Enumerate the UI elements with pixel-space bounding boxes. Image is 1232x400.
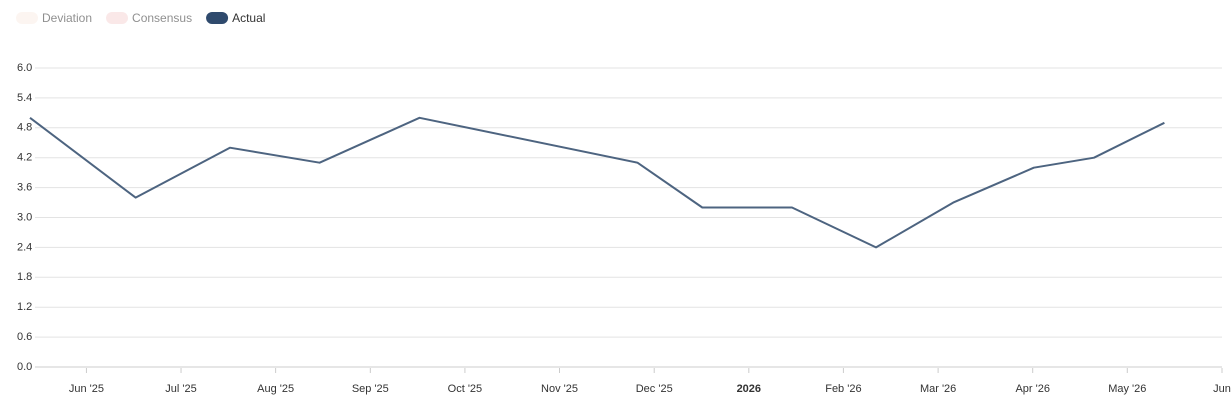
y-tick-label: 5.4 <box>17 92 32 104</box>
x-tick-label: Dec '25 <box>636 383 673 395</box>
y-tick-label: 1.2 <box>17 301 32 313</box>
series-line <box>29 116 1165 249</box>
legend-label: Actual <box>232 11 265 25</box>
legend-swatch <box>206 12 229 24</box>
y-tick-label: 2.4 <box>17 241 32 253</box>
y-tick-label: 0.0 <box>17 361 32 373</box>
y-tick-label: 3.0 <box>17 211 32 223</box>
legend-swatch <box>106 12 129 24</box>
legend: Deviation Consensus Actual <box>16 11 265 25</box>
x-tick-label: Sep '25 <box>352 383 389 395</box>
legend-swatch <box>16 12 38 24</box>
y-tick-label: 6.0 <box>17 62 32 74</box>
y-tick-label: 0.6 <box>17 331 32 343</box>
legend-label: Consensus <box>132 11 192 25</box>
y-tick-label: 4.2 <box>17 152 32 164</box>
y-tick-label: 1.8 <box>17 271 32 283</box>
x-tick-label: Apr '26 <box>1015 383 1050 395</box>
legend-item: Consensus <box>106 11 192 25</box>
y-tick-label: 3.6 <box>17 182 32 194</box>
x-tick-label: Jun '25 <box>69 383 104 395</box>
x-tick-label: Oct '25 <box>448 383 483 395</box>
x-tick-label: Feb '26 <box>825 383 861 395</box>
x-tick-label: Jun <box>1213 383 1231 395</box>
y-tick-label: 4.8 <box>17 122 32 134</box>
legend-item: Actual <box>206 11 265 25</box>
x-tick-label: 2026 <box>737 383 761 395</box>
x-tick-label: Nov '25 <box>541 383 578 395</box>
x-tick-label: Mar '26 <box>920 383 956 395</box>
legend-label: Deviation <box>42 11 92 25</box>
legend-item: Deviation <box>16 11 92 25</box>
x-tick-label: Jul '25 <box>165 383 196 395</box>
x-tick-label: May '26 <box>1108 383 1146 395</box>
x-tick-label: Aug '25 <box>257 383 294 395</box>
